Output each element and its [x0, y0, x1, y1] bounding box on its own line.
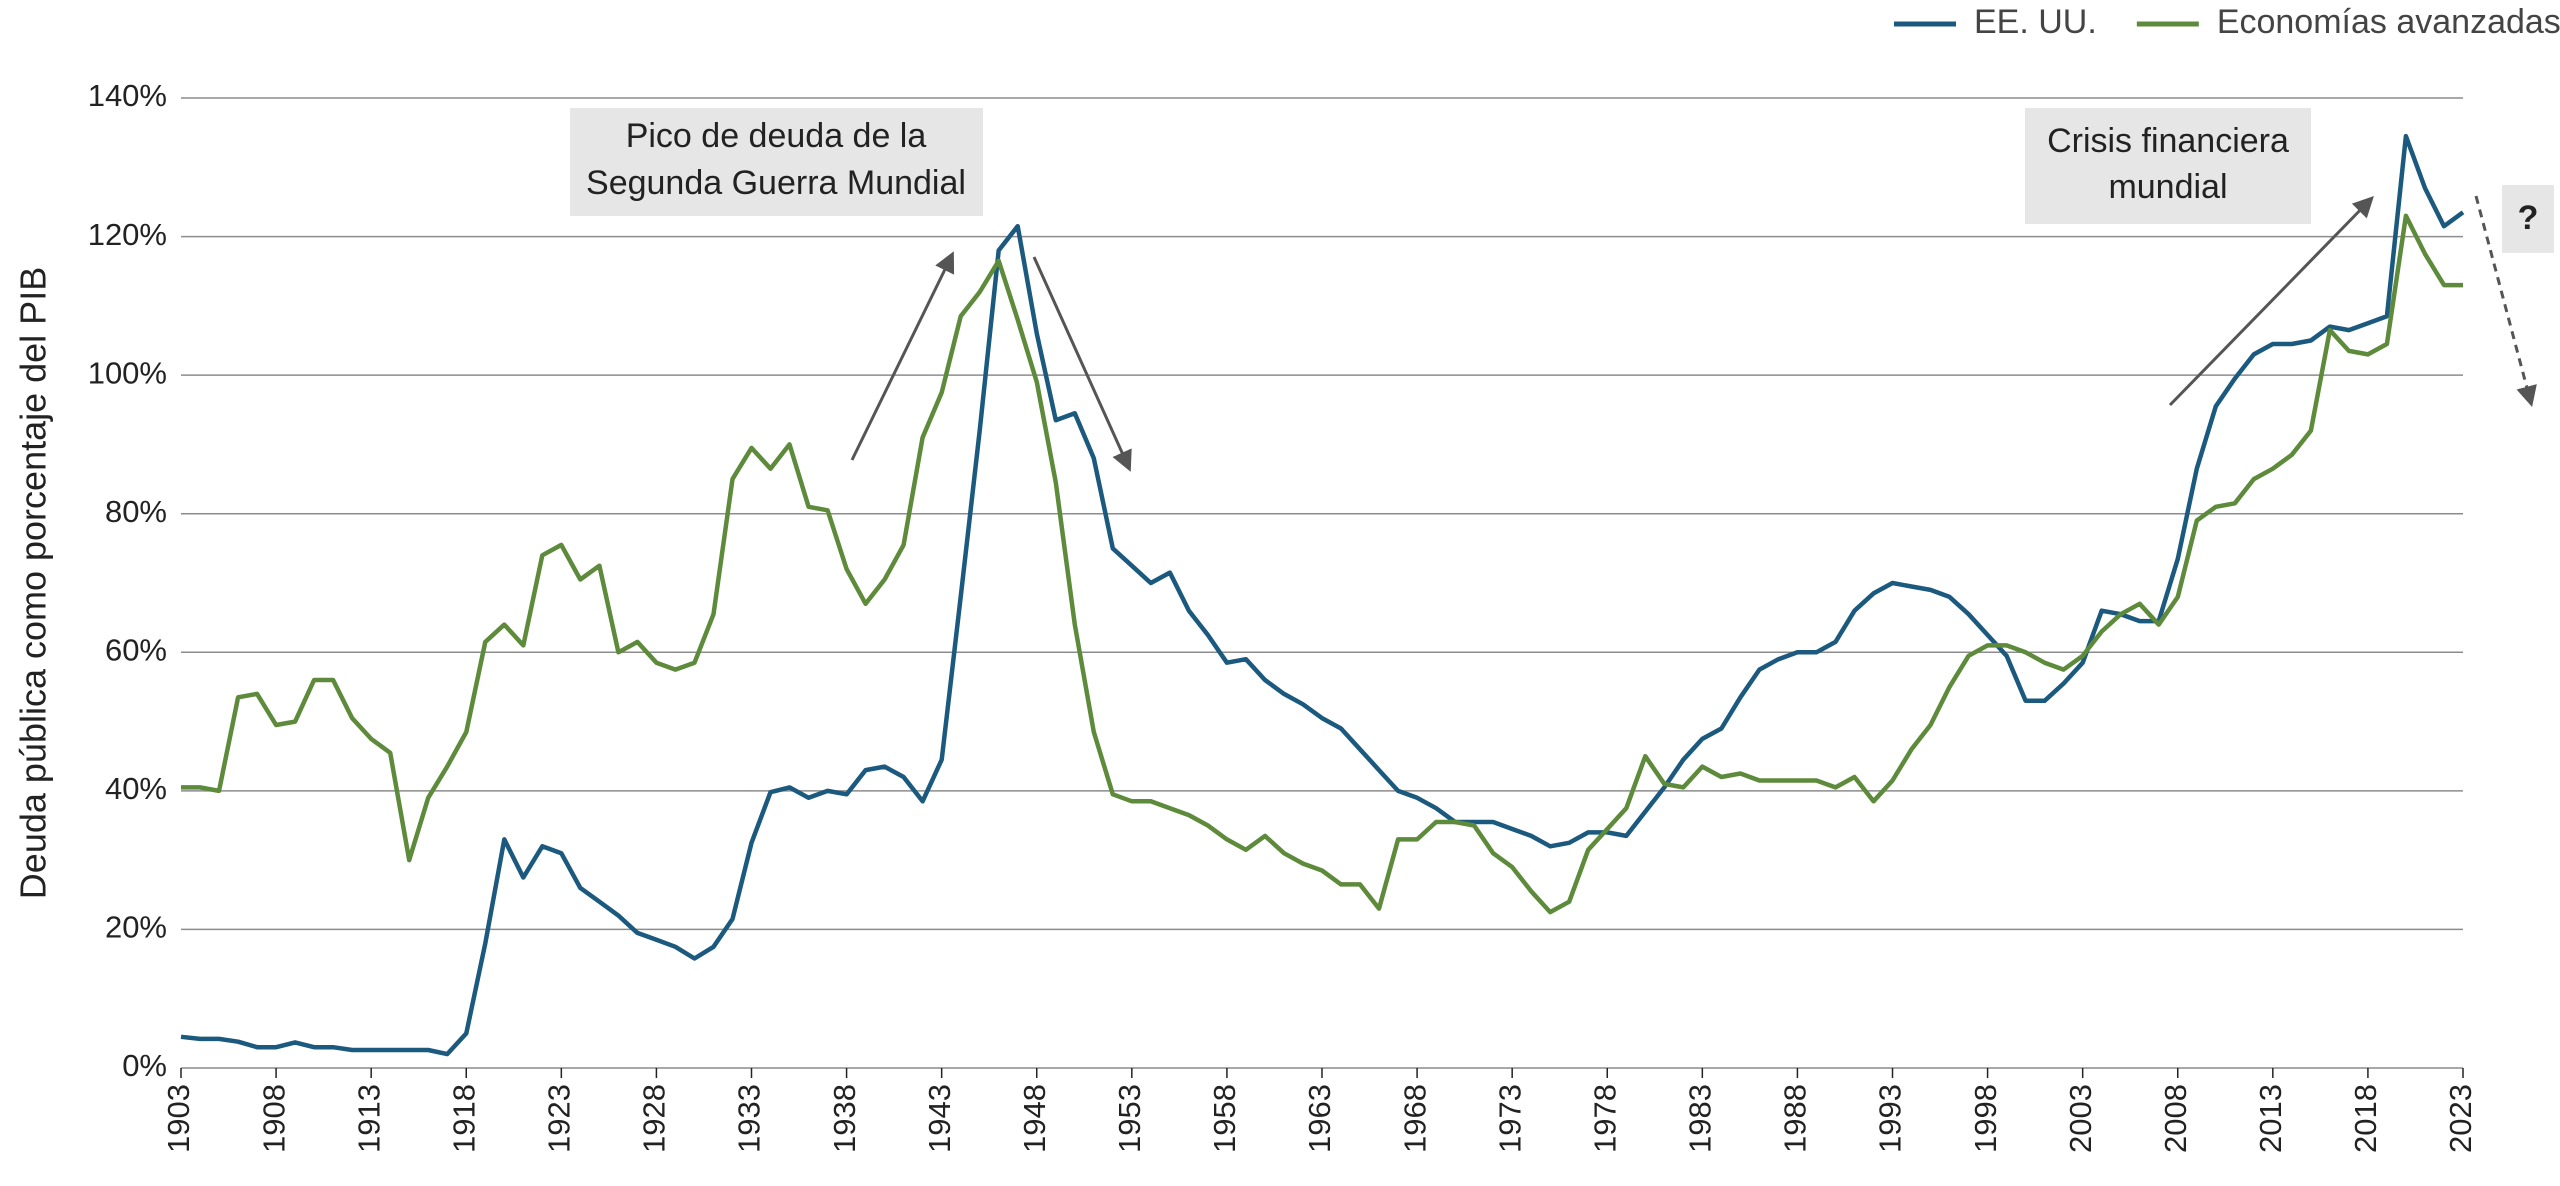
series-line [180, 133, 2465, 1057]
y-axis-label: Deuda pública como porcentaje del PIB [13, 267, 54, 899]
y-tick-label: 120% [88, 217, 167, 252]
legend: EE. UU. Economías avanzadas [1894, 3, 2560, 41]
annotation-text: Crisis financiera [2047, 122, 2289, 160]
annotation-text: ? [2518, 199, 2539, 237]
x-tick-label: 1938 [827, 1084, 862, 1153]
x-tick-label: 1998 [1968, 1084, 2003, 1153]
annotation-text: Pico de deuda de la [626, 117, 927, 155]
y-tick-label: 40% [105, 771, 167, 806]
annotation-text: Segunda Guerra Mundial [586, 164, 966, 202]
arrow [1032, 256, 1132, 472]
legend-label: Economías avanzadas [2217, 3, 2560, 41]
y-tick-label: 60% [105, 632, 167, 667]
x-tick-label: 1908 [256, 1084, 291, 1153]
x-tick-label: 1948 [1017, 1084, 1052, 1153]
x-tick-label: 1903 [161, 1084, 196, 1153]
x-tick-label: 2013 [2253, 1084, 2288, 1153]
arrows [850, 195, 2537, 472]
x-tick-label: 1978 [1587, 1084, 1622, 1153]
x-tick-label: 1928 [637, 1084, 672, 1153]
x-tick-label: 2018 [2348, 1084, 2383, 1153]
x-tick-label: 2008 [2158, 1084, 2193, 1153]
x-tick-label: 1968 [1397, 1084, 1432, 1153]
x-tick-label: 1983 [1683, 1084, 1718, 1153]
x-tick-label: 1973 [1492, 1084, 1527, 1153]
legend-label: EE. UU. [1974, 3, 2097, 41]
x-tick-label: 1913 [351, 1084, 386, 1153]
annotation-box [570, 108, 983, 216]
grid: 0% 20% 40% 60% 80% 100% 120% 140% 1903 1908 1913 19… [88, 78, 2478, 1153]
annotation-box [2025, 108, 2311, 224]
y-tick-label: 20% [105, 910, 167, 945]
annotation-box [2502, 185, 2554, 253]
x-tick-label: 1953 [1112, 1084, 1147, 1153]
arrow [850, 251, 955, 461]
y-tick-label: 100% [88, 355, 167, 390]
x-tick-label: 2003 [2063, 1084, 2098, 1153]
x-tick-label: 1918 [446, 1084, 481, 1153]
x-tick-label: 2023 [2443, 1084, 2478, 1153]
arrow [2168, 195, 2374, 407]
y-tick-label: 0% [122, 1048, 167, 1083]
annotation-text: mundial [2108, 168, 2227, 206]
x-tick-label: 1923 [542, 1084, 577, 1153]
x-tick-label: 1958 [1207, 1084, 1242, 1153]
series-line [181, 213, 2463, 915]
x-tick-label: 1993 [1873, 1084, 1908, 1153]
x-tick-label: 1988 [1778, 1084, 1813, 1153]
arrow [2474, 195, 2537, 408]
x-tick-label: 1943 [922, 1084, 957, 1153]
y-tick-label: 80% [105, 494, 167, 529]
series-lines [180, 133, 2465, 1057]
x-tick-label: 1933 [732, 1084, 767, 1153]
y-tick-label: 140% [88, 78, 167, 113]
x-tick-label: 1963 [1302, 1084, 1337, 1153]
